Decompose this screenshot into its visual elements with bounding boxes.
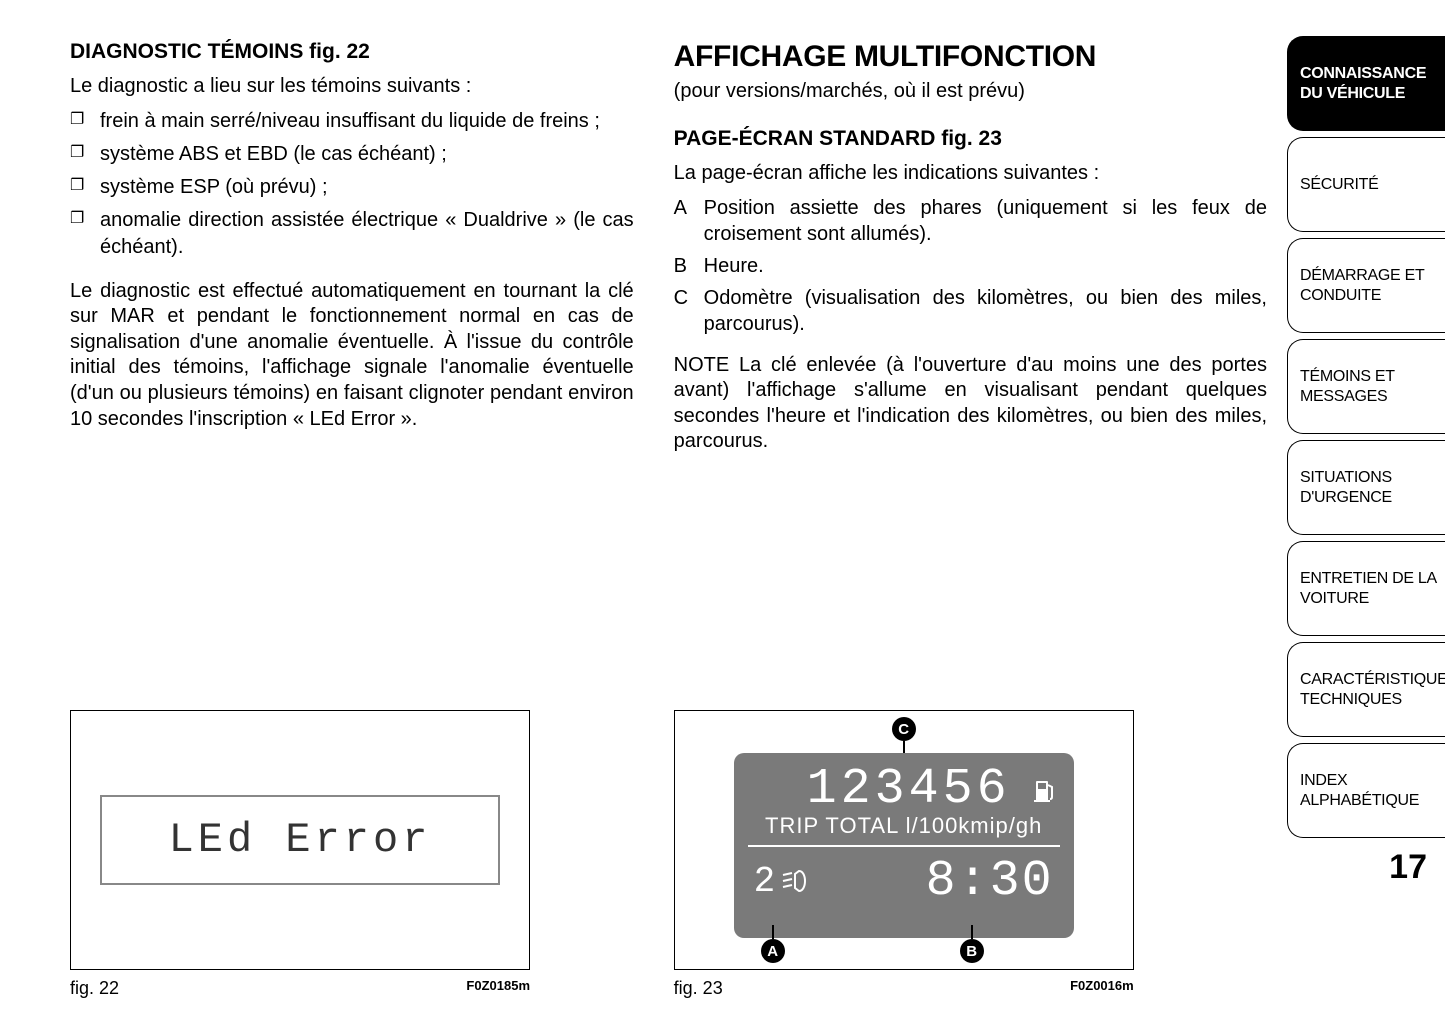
item-text: Position assiette des phares (uniquement… <box>704 197 1267 245</box>
subtitle: (pour versions/marchés, où il est prévu) <box>674 80 1267 103</box>
lettered-item: B Heure. <box>674 253 1267 279</box>
intro-text: Le diagnostic a lieu sur les témoins sui… <box>70 74 634 100</box>
lcd-display-fig23: 123456 TRIP TOTAL l/100kmip/gh 2 <box>734 753 1074 938</box>
item-letter: B <box>674 253 687 279</box>
figure-23-caption-row: fig. 23 F0Z0016m <box>674 978 1134 999</box>
item-letter: A <box>674 195 687 221</box>
body-paragraph: Le diagnostic est effectué automatiqueme… <box>70 279 634 433</box>
fuel-pump-icon <box>1034 777 1056 803</box>
item-letter: C <box>674 285 688 311</box>
callout-b-line <box>971 925 973 939</box>
figure-22-code: F0Z0185m <box>466 978 530 999</box>
intro-text-right: La page-écran affiche les indications su… <box>674 161 1267 187</box>
tab-label: ENTRETIEN DE LA VOITURE <box>1300 569 1439 609</box>
tab-label: DÉMARRAGE ET CONDUITE <box>1300 266 1439 306</box>
bullet-item: système ABS et EBD (le cas échéant) ; <box>70 141 634 168</box>
bullet-list: frein à main serré/niveau insuffisant du… <box>70 108 634 267</box>
headlight-level: 2 <box>754 861 816 902</box>
item-text: Heure. <box>704 255 764 277</box>
headlight-icon <box>781 868 815 894</box>
lettered-list: A Position assiette des phares (uniqueme… <box>674 195 1267 343</box>
figure-22-caption: fig. 22 <box>70 978 119 999</box>
lcd-display-fig22: LEd Error <box>100 795 500 885</box>
lcd-bottom-row: 2 8:30 <box>748 853 1060 910</box>
section-heading: DIAGNOSTIC TÉMOINS fig. 22 <box>70 40 634 64</box>
note-paragraph: NOTE La clé enlevée (à l'ouverture d'au … <box>674 353 1267 455</box>
tab-urgence[interactable]: SITUATIONS D'URGENCE <box>1287 440 1445 535</box>
figure-23-wrapper: C 123456 TRIP TOTAL l/100kmip/gh 2 <box>674 690 1267 999</box>
right-column: AFFICHAGE MULTIFONCTION (pour versions/m… <box>674 40 1267 999</box>
callout-a: A <box>761 939 785 963</box>
page: DIAGNOSTIC TÉMOINS fig. 22 Le diagnostic… <box>0 0 1445 1019</box>
lettered-item: C Odomètre (visualisation des kilomètres… <box>674 285 1267 337</box>
tab-label: CONNAISSANCE DU VÉHICULE <box>1300 64 1439 104</box>
figure-22-caption-row: fig. 22 F0Z0185m <box>70 978 530 999</box>
headlight-level-value: 2 <box>754 861 776 902</box>
bullet-item: frein à main serré/niveau insuffisant du… <box>70 108 634 135</box>
tab-entretien[interactable]: ENTRETIEN DE LA VOITURE <box>1287 541 1445 636</box>
callout-b: B <box>960 939 984 963</box>
content-area: DIAGNOSTIC TÉMOINS fig. 22 Le diagnostic… <box>0 0 1287 1019</box>
tab-index[interactable]: INDEX ALPHABÉTIQUE <box>1287 743 1445 838</box>
item-text: Odomètre (visualisation des kilomètres, … <box>704 287 1267 335</box>
page-number: 17 <box>1287 848 1445 887</box>
main-heading: AFFICHAGE MULTIFONCTION <box>674 40 1267 74</box>
tab-label: SÉCURITÉ <box>1300 175 1379 195</box>
figure-22-box: LEd Error <box>70 710 530 970</box>
tab-label: CARACTÉRISTIQUES TECHNIQUES <box>1300 670 1445 710</box>
left-column: DIAGNOSTIC TÉMOINS fig. 22 Le diagnostic… <box>70 40 634 999</box>
time-value: 8:30 <box>926 853 1054 910</box>
sidebar-tabs: CONNAISSANCE DU VÉHICULE SÉCURITÉ DÉMARR… <box>1287 0 1445 1019</box>
figure-22-wrapper: LEd Error fig. 22 F0Z0185m <box>70 690 634 999</box>
callout-c: C <box>892 717 916 741</box>
lcd-divider <box>748 845 1060 847</box>
bullet-item: système ESP (où prévu) ; <box>70 174 634 201</box>
callout-a-line <box>772 925 774 939</box>
tab-label: TÉMOINS ET MESSAGES <box>1300 367 1439 407</box>
tab-demarrage[interactable]: DÉMARRAGE ET CONDUITE <box>1287 238 1445 333</box>
tab-securite[interactable]: SÉCURITÉ <box>1287 137 1445 232</box>
bullet-item: anomalie direction assistée électrique «… <box>70 207 634 261</box>
tab-label: INDEX ALPHABÉTIQUE <box>1300 771 1439 811</box>
sub-heading: PAGE-ÉCRAN STANDARD fig. 23 <box>674 127 1267 151</box>
tab-caracteristiques[interactable]: CARACTÉRISTIQUES TECHNIQUES <box>1287 642 1445 737</box>
lcd-error-text: LEd Error <box>169 816 432 864</box>
figure-23-code: F0Z0016m <box>1070 978 1134 999</box>
trip-label: TRIP TOTAL l/100kmip/gh <box>748 813 1060 839</box>
odometer-value: 123456 <box>748 765 1060 815</box>
tab-label: SITUATIONS D'URGENCE <box>1300 468 1439 508</box>
tab-connaissance[interactable]: CONNAISSANCE DU VÉHICULE <box>1287 36 1445 131</box>
figure-23-box: C 123456 TRIP TOTAL l/100kmip/gh 2 <box>674 710 1134 970</box>
figure-23-caption: fig. 23 <box>674 978 723 999</box>
tab-temoins[interactable]: TÉMOINS ET MESSAGES <box>1287 339 1445 434</box>
lettered-item: A Position assiette des phares (uniqueme… <box>674 195 1267 247</box>
